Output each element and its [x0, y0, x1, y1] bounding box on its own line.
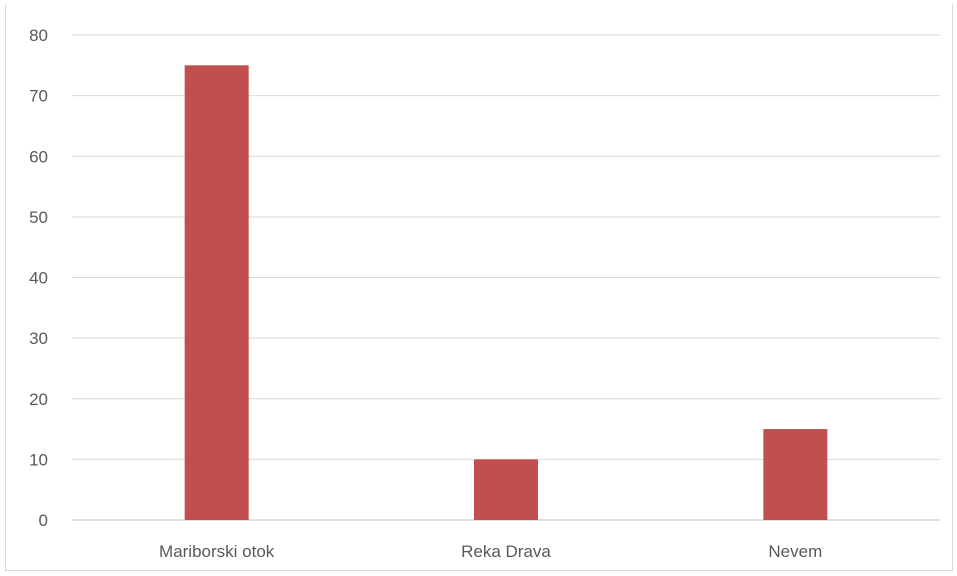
y-tick-label: 20	[29, 390, 48, 409]
y-tick-label: 10	[29, 450, 48, 469]
y-tick-label: 40	[29, 269, 48, 288]
x-category-label: Nevem	[768, 542, 822, 561]
y-tick-label: 80	[29, 26, 48, 45]
bar-reka-drava	[474, 459, 538, 520]
x-category-label: Mariborski otok	[159, 542, 275, 561]
y-tick-label: 30	[29, 329, 48, 348]
bar-mariborski-otok	[184, 65, 249, 520]
x-category-label: Reka Drava	[461, 542, 551, 561]
y-tick-label: 60	[29, 147, 48, 166]
y-tick-label: 0	[39, 511, 48, 530]
bar-nevem	[763, 429, 828, 520]
y-tick-label: 70	[29, 87, 48, 106]
y-tick-label: 50	[29, 208, 48, 227]
